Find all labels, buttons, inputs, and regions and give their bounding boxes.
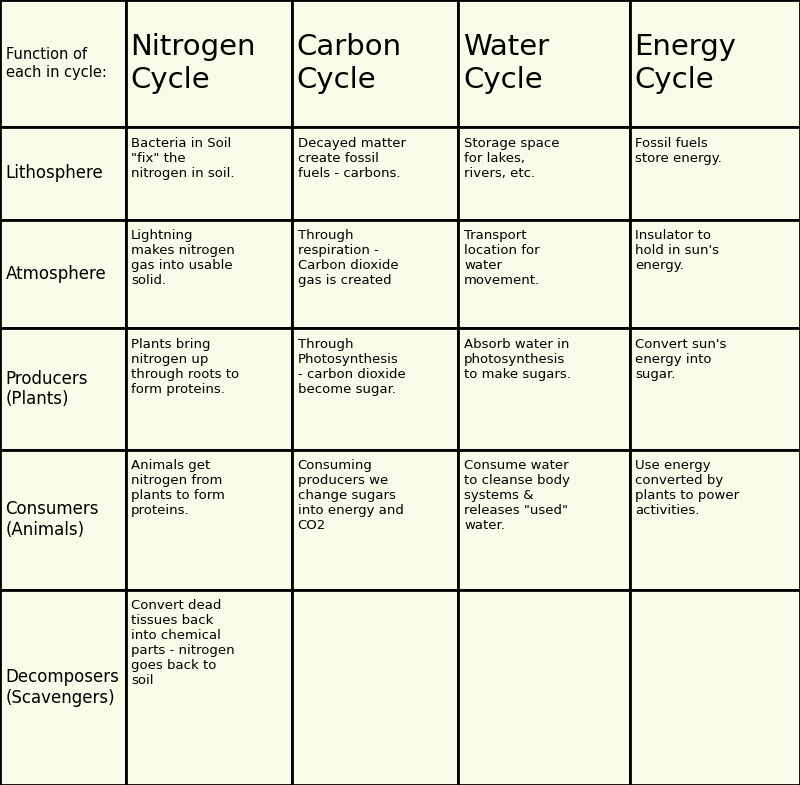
Text: Decayed matter
create fossil
fuels - carbons.: Decayed matter create fossil fuels - car… xyxy=(298,137,406,180)
Bar xyxy=(126,590,292,785)
Bar xyxy=(0,590,126,785)
Text: Convert sun's
energy into
sugar.: Convert sun's energy into sugar. xyxy=(635,338,726,381)
Bar xyxy=(292,220,458,328)
Bar xyxy=(630,220,800,328)
Bar xyxy=(0,220,126,328)
Bar xyxy=(126,127,292,220)
Text: Bacteria in Soil
"fix" the
nitrogen in soil.: Bacteria in Soil "fix" the nitrogen in s… xyxy=(131,137,234,180)
Text: Decomposers
(Scavengers): Decomposers (Scavengers) xyxy=(6,668,119,706)
Text: Nitrogen
Cycle: Nitrogen Cycle xyxy=(130,34,256,93)
Bar xyxy=(458,220,630,328)
Bar xyxy=(458,0,630,127)
Bar xyxy=(630,450,800,590)
Bar xyxy=(126,0,292,127)
Bar xyxy=(630,0,800,127)
Text: Energy
Cycle: Energy Cycle xyxy=(634,34,736,93)
Bar xyxy=(630,127,800,220)
Bar xyxy=(0,127,126,220)
Bar xyxy=(630,590,800,785)
Text: Through
respiration -
Carbon dioxide
gas is created: Through respiration - Carbon dioxide gas… xyxy=(298,229,398,287)
Text: Transport
location for
water
movement.: Transport location for water movement. xyxy=(464,229,540,287)
Text: Function of
each in cycle:: Function of each in cycle: xyxy=(6,47,107,80)
Text: Convert dead
tissues back
into chemical
parts - nitrogen
goes back to
soil: Convert dead tissues back into chemical … xyxy=(131,599,235,687)
Bar xyxy=(126,450,292,590)
Text: Carbon
Cycle: Carbon Cycle xyxy=(297,34,402,93)
Bar xyxy=(0,0,126,127)
Bar xyxy=(292,328,458,450)
Text: Water
Cycle: Water Cycle xyxy=(463,34,550,93)
Bar xyxy=(126,328,292,450)
Text: Storage space
for lakes,
rivers, etc.: Storage space for lakes, rivers, etc. xyxy=(464,137,559,180)
Bar xyxy=(458,590,630,785)
Text: Insulator to
hold in sun's
energy.: Insulator to hold in sun's energy. xyxy=(635,229,719,272)
Bar xyxy=(458,450,630,590)
Bar xyxy=(0,450,126,590)
Bar xyxy=(458,127,630,220)
Text: Animals get
nitrogen from
plants to form
proteins.: Animals get nitrogen from plants to form… xyxy=(131,459,225,517)
Bar xyxy=(292,0,458,127)
Text: Atmosphere: Atmosphere xyxy=(6,265,106,283)
Text: Consuming
producers we
change sugars
into energy and
CO2: Consuming producers we change sugars int… xyxy=(298,459,403,532)
Text: Plants bring
nitrogen up
through roots to
form proteins.: Plants bring nitrogen up through roots t… xyxy=(131,338,239,396)
Bar xyxy=(292,127,458,220)
Bar xyxy=(292,590,458,785)
Text: Lithosphere: Lithosphere xyxy=(6,165,103,182)
Text: Consume water
to cleanse body
systems &
releases "used"
water.: Consume water to cleanse body systems & … xyxy=(464,459,570,532)
Bar xyxy=(0,328,126,450)
Bar xyxy=(458,328,630,450)
Text: Producers
(Plants): Producers (Plants) xyxy=(6,370,88,408)
Bar xyxy=(630,328,800,450)
Text: Consumers
(Animals): Consumers (Animals) xyxy=(6,500,99,539)
Text: Fossil fuels
store energy.: Fossil fuels store energy. xyxy=(635,137,722,165)
Text: Absorb water in
photosynthesis
to make sugars.: Absorb water in photosynthesis to make s… xyxy=(464,338,571,381)
Text: Lightning
makes nitrogen
gas into usable
solid.: Lightning makes nitrogen gas into usable… xyxy=(131,229,235,287)
Bar xyxy=(126,220,292,328)
Bar xyxy=(292,450,458,590)
Text: Use energy
converted by
plants to power
activities.: Use energy converted by plants to power … xyxy=(635,459,739,517)
Text: Through
Photosynthesis
- carbon dioxide
become sugar.: Through Photosynthesis - carbon dioxide … xyxy=(298,338,406,396)
